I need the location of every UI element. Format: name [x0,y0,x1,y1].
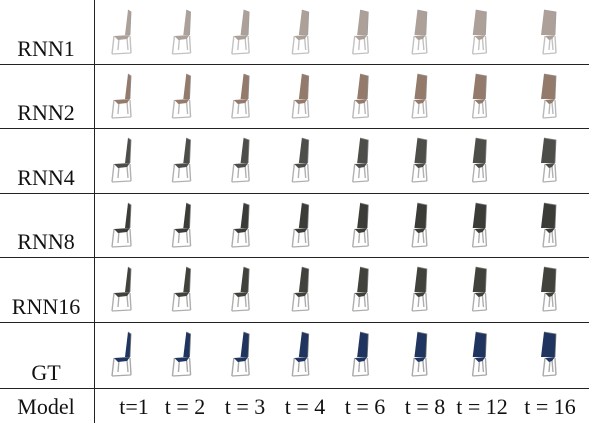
row-gt: GT [0,322,589,388]
chair-image [520,326,580,386]
chair-image [271,4,331,62]
chair-image [390,326,450,386]
row-label: RNN4 [17,165,75,190]
time-step-label: t = 2 [164,394,206,419]
chair-image [450,197,510,255]
chair-image [450,261,510,320]
chair-image [520,4,580,62]
row-label: RNN16 [11,294,81,319]
chair-image [390,68,450,126]
chair-image [152,4,212,62]
chair-image [331,261,391,320]
chair-image [92,326,152,386]
chair-image [211,132,271,191]
time-step-label: t = 4 [284,394,326,419]
chair-image [390,132,450,191]
chair-image [92,4,152,62]
chair-image [450,132,510,191]
row-rnn2: RNN2 [0,64,589,128]
chair-image [211,68,271,126]
chair-image [331,326,391,386]
chair-image [152,261,212,320]
time-step-label: t = 12 [456,394,508,419]
chair-image [211,4,271,62]
chair-image [211,326,271,386]
model-header: Model [17,394,75,419]
chair-image [520,261,580,320]
row-divider [0,128,589,129]
row-rnn4: RNN4 [0,128,589,193]
chair-image [520,197,580,255]
chair-image [152,132,212,191]
chair-image [390,261,450,320]
row-divider [0,322,589,323]
chair-image [331,68,391,126]
chair-image [331,197,391,255]
chair-image [271,132,331,191]
chair-image [92,132,152,191]
chair-image [271,197,331,255]
chair-image [211,197,271,255]
chair-image [390,197,450,255]
chair-image [450,326,510,386]
chair-image [92,261,152,320]
chair-image [271,261,331,320]
chair-image [92,197,152,255]
row-label: RNN2 [17,100,75,125]
chair-image [520,132,580,191]
row-label: RNN1 [17,36,75,61]
chair-image [520,68,580,126]
time-step-label: t = 16 [524,394,576,419]
row-label: GT [31,360,61,385]
chair-image [271,326,331,386]
chair-image [390,4,450,62]
chair-image [211,261,271,320]
row-rnn1: RNN1 [0,0,589,64]
row-label: RNN8 [17,229,75,254]
chair-image [450,68,510,126]
row-divider [0,64,589,65]
column-divider [94,0,95,423]
chair-image [92,68,152,126]
time-axis-row: Model t=1 t = 2 t = 3 t = 4 t = 6 t = 8 t = 12… [0,388,589,423]
chair-image [152,68,212,126]
chair-image [331,4,391,62]
chair-image [331,132,391,191]
chair-image [450,4,510,62]
row-divider [0,193,589,194]
row-divider [0,257,589,258]
row-rnn16: RNN16 [0,257,589,322]
chair-image [271,68,331,126]
row-rnn8: RNN8 [0,193,589,257]
time-step-label: t = 3 [224,394,266,419]
time-step-label: t = 6 [344,394,386,419]
row-divider [0,388,589,389]
chair-image [152,197,212,255]
time-step-label: t=1 [119,394,149,419]
time-step-label: t = 8 [404,394,446,419]
chair-image [152,326,212,386]
